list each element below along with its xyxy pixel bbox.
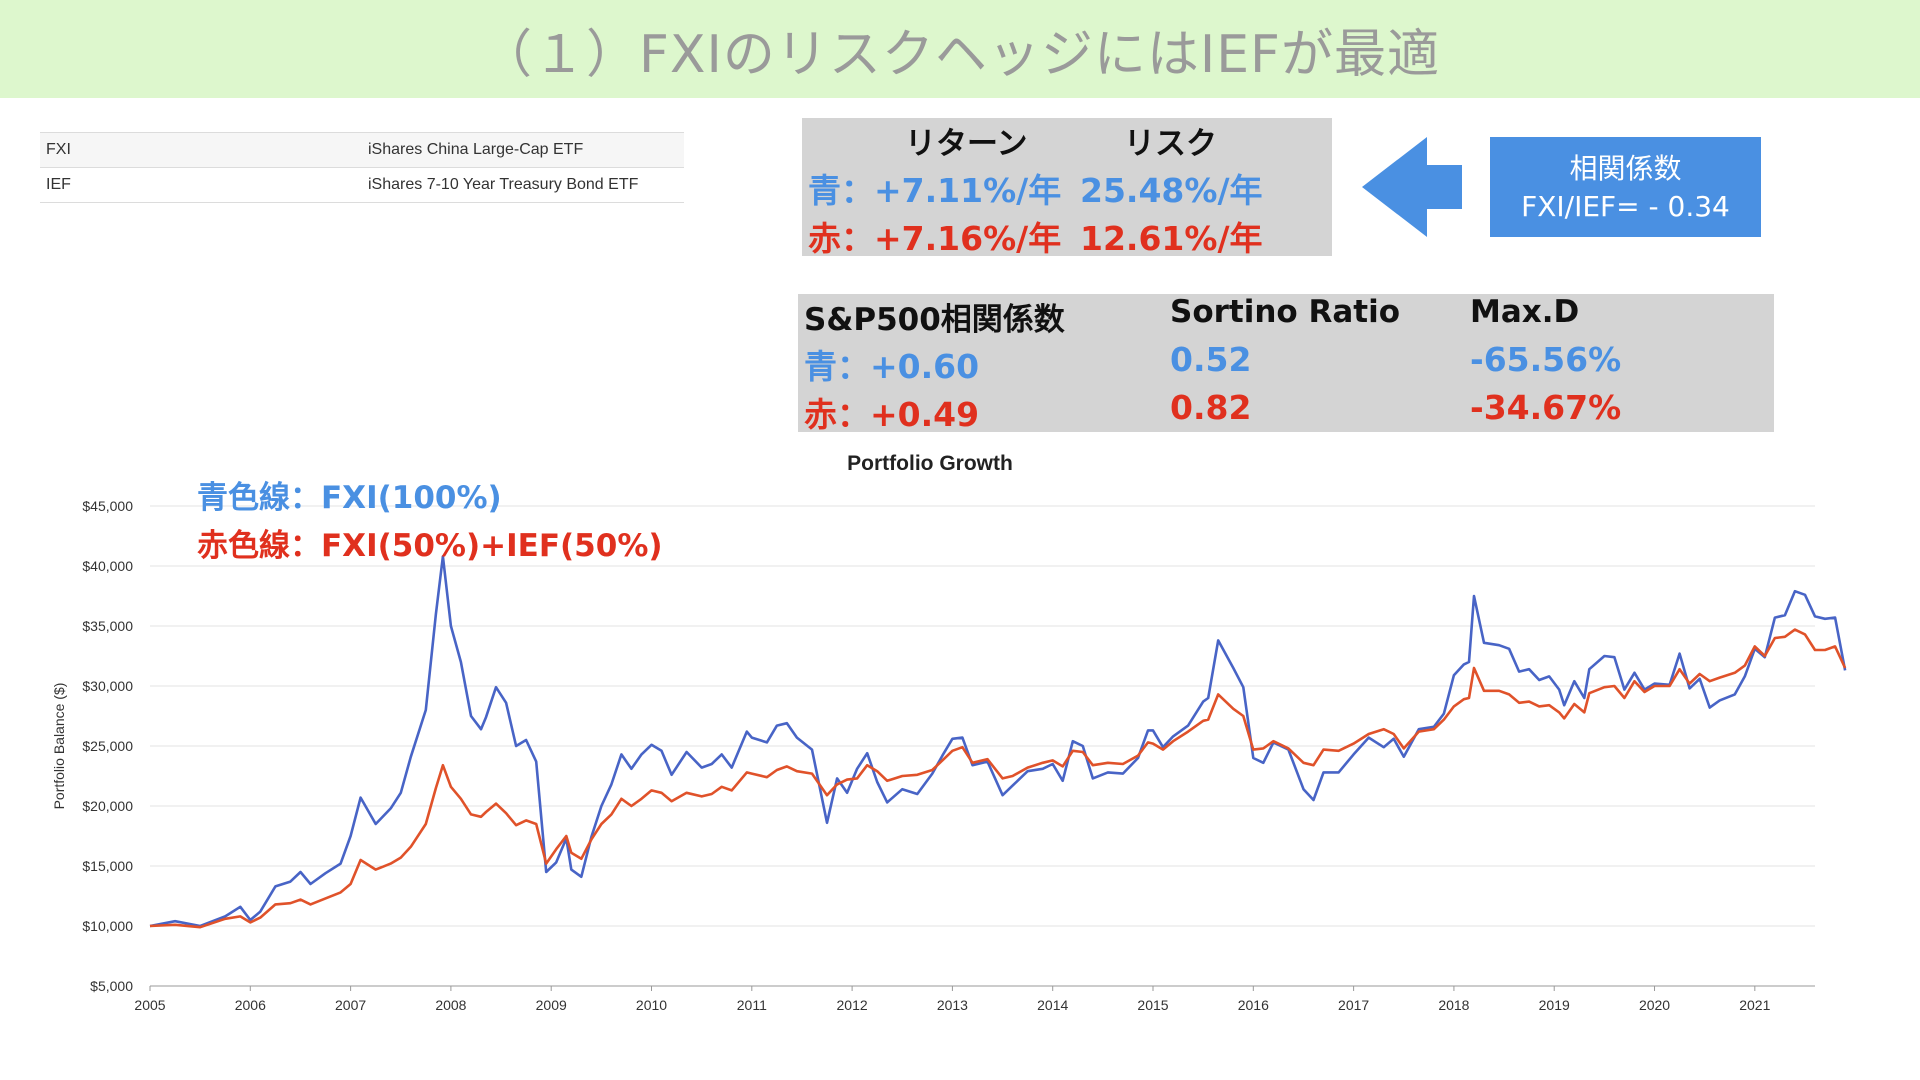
blue-risk: 25.48%/年 bbox=[1080, 171, 1263, 210]
blue-sortino: 0.52 bbox=[1170, 340, 1252, 379]
y-tick-label: $5,000 bbox=[90, 978, 133, 994]
chart-title: Portfolio Growth bbox=[847, 452, 1013, 475]
title-banner: （１）FXIのリスクヘッジにはIEFが最適 bbox=[0, 0, 1920, 98]
red-sortino: 0.82 bbox=[1170, 388, 1252, 427]
x-tick-label: 2009 bbox=[536, 997, 567, 1013]
sortino-header: Sortino Ratio bbox=[1170, 294, 1401, 330]
blue-sp500: 青：+0.60 bbox=[804, 347, 980, 386]
x-tick-label: 2014 bbox=[1037, 997, 1068, 1013]
x-tick-label: 2016 bbox=[1238, 997, 1269, 1013]
x-tick-label: 2006 bbox=[235, 997, 266, 1013]
blue-maxd: -65.56% bbox=[1470, 340, 1622, 379]
correlation-label: 相関係数 bbox=[1569, 152, 1682, 185]
y-tick-label: $25,000 bbox=[82, 738, 133, 754]
page-title: （１）FXIのリスクヘッジにはIEFが最適 bbox=[480, 24, 1440, 85]
x-tick-label: 2010 bbox=[636, 997, 667, 1013]
return-header: リターン bbox=[905, 126, 1028, 162]
y-tick-label: $10,000 bbox=[82, 918, 133, 934]
red-sp500: 赤：+0.49 bbox=[804, 395, 980, 434]
y-tick-label: $30,000 bbox=[82, 678, 133, 694]
etf-name-cell: iShares 7-10 Year Treasury Bond ETF bbox=[362, 167, 684, 203]
table-row: FXI iShares China Large-Cap ETF bbox=[40, 132, 684, 168]
portfolio-growth-chart: $5,000 $10,000 $15,000 $20,000 $25,000 $30,00… bbox=[51, 498, 1847, 1013]
risk-header: リスク bbox=[1124, 126, 1217, 162]
left-arrow-icon bbox=[1362, 137, 1462, 237]
etf-name-cell: iShares China Large-Cap ETF bbox=[362, 132, 684, 168]
stats-box: S&P500相関係数 Sortino Ratio Max.D 青：+0.60 0… bbox=[798, 294, 1774, 434]
x-tick-label: 2012 bbox=[837, 997, 868, 1013]
maxd-header: Max.D bbox=[1470, 294, 1580, 330]
table-row: IEF iShares 7-10 Year Treasury Bond ETF bbox=[40, 167, 684, 203]
y-tick-label: $35,000 bbox=[82, 618, 133, 634]
x-tick-label: 2008 bbox=[435, 997, 466, 1013]
return-risk-box: リターン リスク 青：+7.11%/年 25.48%/年 赤：+7.16%/年 … bbox=[802, 118, 1332, 258]
correlation-value: FXI/IEF= - 0.34 bbox=[1521, 190, 1730, 223]
y-tick-label: $15,000 bbox=[82, 858, 133, 874]
red-return: 赤：+7.16%/年 bbox=[808, 219, 1062, 258]
red-maxd: -34.67% bbox=[1470, 388, 1622, 427]
sp500-header: S&P500相関係数 bbox=[804, 302, 1065, 338]
x-tick-label: 2013 bbox=[937, 997, 968, 1013]
y-tick-label: $20,000 bbox=[82, 798, 133, 814]
x-tick-label: 2011 bbox=[737, 997, 767, 1013]
y-tick-label: $40,000 bbox=[82, 558, 133, 574]
y-axis-label: Portfolio Balance ($) bbox=[51, 683, 67, 810]
x-tick-label: 2020 bbox=[1639, 997, 1670, 1013]
etf-table: FXI iShares China Large-Cap ETF IEF iSha… bbox=[40, 132, 684, 203]
x-tick-label: 2015 bbox=[1137, 997, 1168, 1013]
legend-red-series: 赤色線：FXI(50%)+IEF(50%) bbox=[197, 528, 663, 564]
x-tick-label: 2019 bbox=[1539, 997, 1570, 1013]
correlation-box: 相関係数 FXI/IEF= - 0.34 bbox=[1490, 137, 1761, 237]
x-tick-label: 2007 bbox=[335, 997, 366, 1013]
x-tick-label: 2018 bbox=[1438, 997, 1469, 1013]
x-tick-label: 2021 bbox=[1739, 997, 1770, 1013]
ticker-cell: FXI bbox=[40, 132, 362, 168]
red-risk: 12.61%/年 bbox=[1080, 219, 1263, 258]
blue-return: 青：+7.11%/年 bbox=[808, 171, 1062, 210]
y-tick-label: $45,000 bbox=[82, 498, 133, 514]
series-line-fxi bbox=[149, 555, 1847, 928]
ticker-cell: IEF bbox=[40, 167, 362, 203]
legend-blue-series: 青色線：FXI(100%) bbox=[197, 480, 502, 516]
x-tick-label: 2017 bbox=[1338, 997, 1369, 1013]
series-line-fxi-ief bbox=[149, 628, 1847, 929]
x-tick-label: 2005 bbox=[134, 997, 165, 1013]
